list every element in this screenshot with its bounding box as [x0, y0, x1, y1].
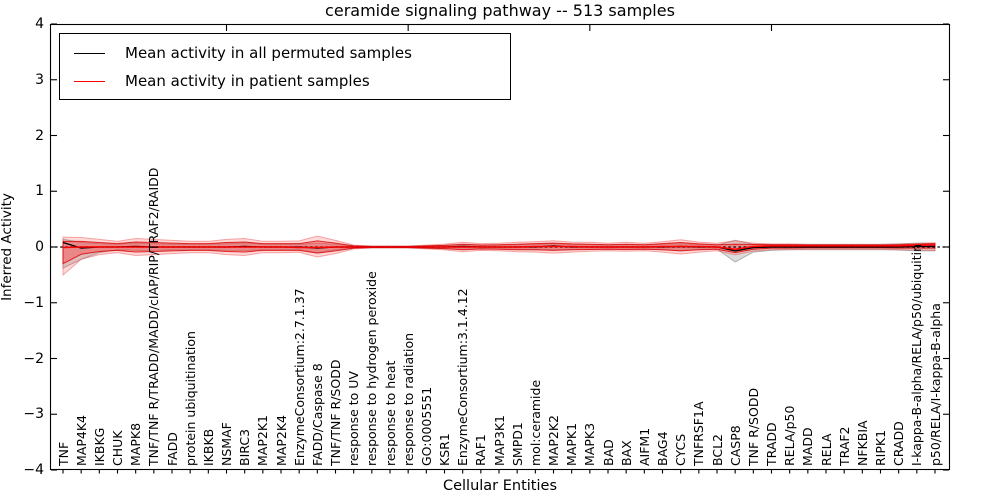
x-tick-label: TNF/TNF R/TRADD/MADD/cIAP/RIP/TRAF2/RAID… — [146, 167, 162, 466]
x-tick-label: I-kappa-B-alpha/RELA/p50/ubiquitin — [909, 243, 925, 466]
x-tick-label: response to heat — [382, 360, 398, 466]
red-line-sample-icon — [74, 80, 105, 82]
y-tick-label: −1 — [23, 294, 44, 311]
y-tick-label: −4 — [23, 462, 44, 478]
legend-label: Mean activity in all permuted samples — [125, 44, 412, 62]
x-tick-label: MAP4K4 — [73, 415, 89, 466]
legend-entry-patient: Mean activity in patient samples — [60, 67, 510, 95]
x-tick-label: CRADD — [891, 421, 907, 466]
y-tick-label: 3 — [35, 71, 44, 88]
x-tick-label: EnzymeConsortium:3.1.4.12 — [455, 288, 471, 466]
x-tick-label: NFKBIA — [854, 420, 870, 466]
x-tick-label: response to radiation — [400, 332, 416, 466]
x-tick-label: MAPK8 — [128, 422, 144, 466]
x-tick-label: TNF R/SODD — [745, 387, 761, 466]
y-tick-label: 2 — [35, 127, 44, 144]
y-tick-label: 0 — [35, 239, 44, 255]
x-tick-label: EnzymeConsortium:2.7.1.37 — [291, 288, 307, 466]
x-tick-label: TRADD — [764, 422, 779, 466]
y-tick-label: 4 — [35, 16, 44, 32]
x-tick-label: MAP2K4 — [273, 415, 289, 466]
x-tick-label: RIPK1 — [873, 429, 888, 466]
chart-title: ceramide signaling pathway -- 513 sample… — [325, 1, 675, 20]
x-tick-label: TRAF2 — [836, 426, 852, 466]
x-tick-label: FADD/Caspase 8 — [309, 363, 325, 466]
y-tick-label: 1 — [35, 183, 44, 200]
x-tick-label: IKBKB — [200, 428, 216, 466]
x-tick-label: GO:0005551 — [418, 386, 434, 466]
patient-mean-line — [62, 244, 936, 250]
x-tick-label: MAP2K2 — [546, 415, 561, 466]
x-tick-label: FADD — [164, 432, 180, 466]
x-tick-label: RELA/p50 — [782, 405, 798, 466]
legend-box: Mean activity in all permuted samples Me… — [59, 33, 511, 100]
x-tick-label: BAG4 — [655, 431, 670, 466]
x-tick-label: protein ubiquitination — [182, 331, 198, 466]
axes-frame — [49, 23, 951, 471]
legend-entry-permuted: Mean activity in all permuted samples — [60, 39, 510, 67]
y-tick-label: −2 — [23, 350, 44, 367]
x-tick-label: KSR1 — [437, 433, 452, 466]
x-tick-label: MAP3K1 — [491, 415, 507, 466]
x-tick-label: response to hydrogen peroxide — [364, 271, 380, 466]
x-tick-label: CYCS — [673, 433, 689, 466]
black-line-sample-icon — [74, 52, 105, 54]
x-tick-label: response to UV — [346, 371, 362, 466]
x-tick-label: CASP8 — [727, 425, 743, 466]
x-tick-label: BAX — [618, 440, 634, 466]
y-tick-label: −3 — [23, 406, 44, 423]
plot-area: TNF MAP4K4 IKBKG CHUK MAPK8 TNF/TNF R/TRADD/M… — [49, 23, 951, 474]
x-tick-label: SMPD1 — [509, 422, 525, 466]
x-tick-label: TNF — [55, 441, 71, 466]
x-tick-label: TNFRSF1A — [691, 401, 707, 467]
x-tick-label: CHUK — [110, 430, 125, 466]
x-tick-label: TNF/TNF R/SODD — [328, 359, 343, 466]
x-tick-label: p50/RELA/I-kappa-B-alpha — [927, 303, 943, 466]
x-tick-label: MAP2K1 — [255, 415, 271, 466]
legend-label: Mean activity in patient samples — [125, 72, 370, 90]
x-tick-label: RELA — [818, 433, 834, 466]
x-tick-label: MAPK3 — [582, 422, 598, 466]
confidence-band — [62, 235, 936, 277]
x-tick-label: BCL2 — [709, 433, 725, 466]
x-tick-label: RAF1 — [473, 434, 489, 466]
x-tick-label: AIFM1 — [636, 427, 652, 466]
x-axis-label: Cellular Entities — [442, 478, 558, 494]
x-tick-label: BIRC3 — [237, 428, 253, 466]
x-tick-label: BAD — [600, 439, 616, 466]
plot-canvas — [49, 23, 951, 474]
x-tick-label: mol:ceramide — [527, 379, 543, 466]
x-tick-label: IKBKG — [91, 427, 107, 466]
x-tick-label: MADD — [800, 427, 816, 466]
x-tick-label: NSMAF — [219, 422, 234, 466]
x-tick-label: MAPK1 — [564, 422, 580, 466]
